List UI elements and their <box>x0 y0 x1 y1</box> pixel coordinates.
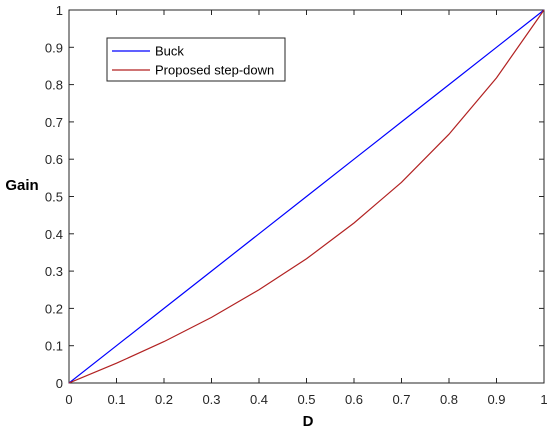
x-tick-label: 0.6 <box>345 392 363 407</box>
x-tick-label: 0.2 <box>155 392 173 407</box>
y-tick-label: 0.3 <box>45 264 63 279</box>
x-tick-label: 0 <box>65 392 72 407</box>
x-axis-label: D <box>303 413 314 429</box>
y-tick-label: 0.7 <box>45 115 63 130</box>
x-tick-label: 1 <box>540 392 547 407</box>
x-tick-label: 0.3 <box>202 392 220 407</box>
y-tick-label: 0.9 <box>45 40 63 55</box>
y-tick-label: 0.4 <box>45 227 63 242</box>
x-tick-label: 0.8 <box>440 392 458 407</box>
x-tick-label: 0.1 <box>107 392 125 407</box>
legend: Buck Proposed step-down <box>107 38 285 81</box>
x-tick-label: 0.4 <box>250 392 268 407</box>
legend-label: Proposed step-down <box>155 63 274 78</box>
y-tick-label: 1 <box>56 3 63 18</box>
legend-label: Buck <box>155 44 184 59</box>
y-axis-label: Gain <box>5 177 38 194</box>
y-tick-label: 0.8 <box>45 78 63 93</box>
y-tick-label: 0.1 <box>45 339 63 354</box>
y-tick-label: 0.6 <box>45 152 63 167</box>
y-tick-label: 0 <box>56 376 63 391</box>
x-tick-label: 0.9 <box>487 392 505 407</box>
y-tick-label: 0.2 <box>45 301 63 316</box>
y-tick-label: 0.5 <box>45 190 63 205</box>
x-tick-label: 0.5 <box>297 392 315 407</box>
x-tick-label: 0.7 <box>392 392 410 407</box>
